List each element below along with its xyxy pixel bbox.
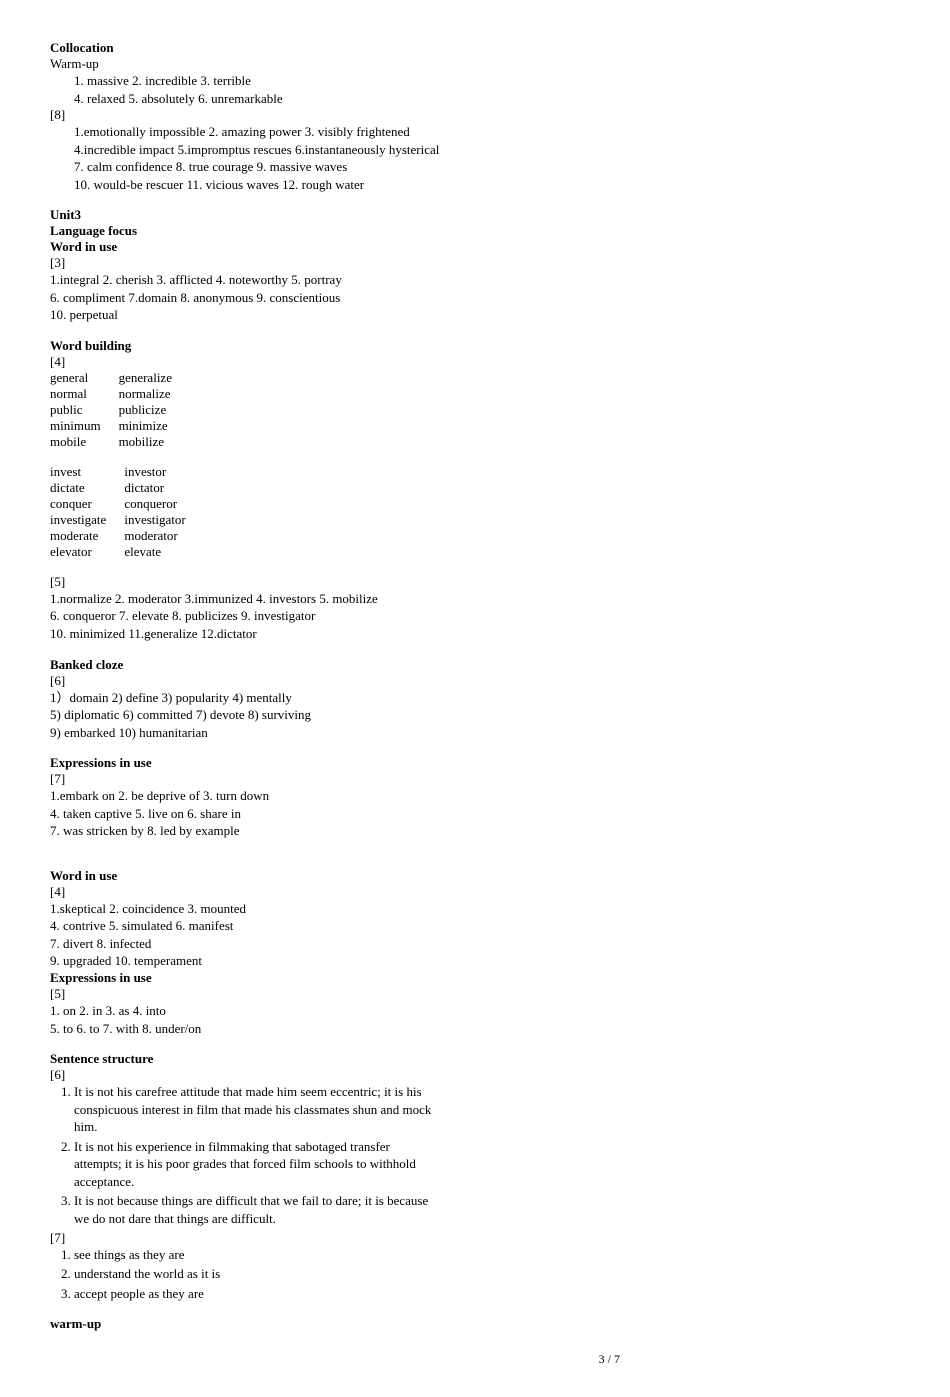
ex7-item-2: understand the world as it is <box>74 1265 900 1283</box>
word-pair-derived: investigator <box>124 512 185 528</box>
word-pair-derived: mobilize <box>119 434 172 450</box>
word-pair-row: elevatorelevate <box>50 544 186 560</box>
expressions-in-use-heading-2: Expressions in use <box>50 970 900 986</box>
exercise-6-label-2: [6] <box>50 1067 900 1083</box>
ex7-line-2: 4. taken captive 5. live on 6. share in <box>50 805 900 823</box>
exercise-6-label: [6] <box>50 673 900 689</box>
word-in-use-heading: Word in use <box>50 239 900 255</box>
word-pair-derived: conqueror <box>124 496 185 512</box>
exercise-8-label: [8] <box>50 107 900 123</box>
word-building-table-a: generalgeneralizenormalnormalizepublicpu… <box>50 370 172 450</box>
sentence-item-1: It is not his carefree attitude that mad… <box>74 1083 434 1136</box>
collocation-heading: Collocation <box>50 40 900 56</box>
ex3-line-3: 10. perpetual <box>50 306 900 324</box>
exercise-4-label: [4] <box>50 354 900 370</box>
word-in-use-heading-2: Word in use <box>50 868 900 884</box>
ex7-line-1: 1.embark on 2. be deprive of 3. turn dow… <box>50 787 900 805</box>
warm-up-label: Warm-up <box>50 56 900 72</box>
warm-up-heading-2: warm-up <box>50 1316 900 1332</box>
exercise-5-label-2: [5] <box>50 986 900 1002</box>
word-pair-derived: publicize <box>119 402 172 418</box>
ex7-item-3: accept people as they are <box>74 1285 900 1303</box>
word-pair-row: minimumminimize <box>50 418 172 434</box>
word-pair-base: elevator <box>50 544 124 560</box>
word-pair-row: dictatedictator <box>50 480 186 496</box>
unit3-heading: Unit3 <box>50 207 900 223</box>
word-pair-row: conquerconqueror <box>50 496 186 512</box>
word-pair-base: conquer <box>50 496 124 512</box>
ex7-item-1: see things as they are <box>74 1246 900 1264</box>
ex6-line-1: 1）domain 2) define 3) popularity 4) ment… <box>50 689 900 707</box>
word-pair-base: normal <box>50 386 119 402</box>
document-page: Collocation Warm-up 1. massive 2. incred… <box>0 0 950 1397</box>
word-pair-row: investigateinvestigator <box>50 512 186 528</box>
ex8-line-2: 4.incredible impact 5.impromptus rescues… <box>74 141 900 159</box>
exercise-3-label: [3] <box>50 255 900 271</box>
ex8-line-3: 7. calm confidence 8. true courage 9. ma… <box>74 158 900 176</box>
language-focus-heading: Language focus <box>50 223 900 239</box>
word-pair-derived: generalize <box>119 370 172 386</box>
expressions-in-use-heading: Expressions in use <box>50 755 900 771</box>
word-pair-base: dictate <box>50 480 124 496</box>
ex6-line-2: 5) diplomatic 6) committed 7) devote 8) … <box>50 706 900 724</box>
word-pair-row: investinvestor <box>50 464 186 480</box>
ex3-line-2: 6. compliment 7.domain 8. anonymous 9. c… <box>50 289 900 307</box>
word-pair-derived: minimize <box>119 418 172 434</box>
ex5-line-3: 10. minimized 11.generalize 12.dictator <box>50 625 900 643</box>
word-pair-base: general <box>50 370 119 386</box>
ex3-line-1: 1.integral 2. cherish 3. afflicted 4. no… <box>50 271 900 289</box>
b2-ex4-line-4: 9. upgraded 10. temperament <box>50 952 900 970</box>
word-pair-row: publicpublicize <box>50 402 172 418</box>
exercise-7-label-2: [7] <box>50 1230 900 1246</box>
word-pair-row: normalnormalize <box>50 386 172 402</box>
word-pair-derived: normalize <box>119 386 172 402</box>
b2-ex4-line-3: 7. divert 8. infected <box>50 935 900 953</box>
ex5-line-1: 1.normalize 2. moderator 3.immunized 4. … <box>50 590 900 608</box>
sentence-item-3: It is not because things are difficult t… <box>74 1192 434 1227</box>
exercise-5-label: [5] <box>50 574 900 590</box>
word-pair-derived: investor <box>124 464 185 480</box>
word-pair-base: mobile <box>50 434 119 450</box>
ex8-line-1: 1.emotionally impossible 2. amazing powe… <box>74 123 900 141</box>
word-pair-base: investigate <box>50 512 124 528</box>
exercise-4-label-2: [4] <box>50 884 900 900</box>
b2-ex4-line-2: 4. contrive 5. simulated 6. manifest <box>50 917 900 935</box>
page-number: 3 / 7 <box>50 1332 900 1367</box>
word-pair-row: mobilemobilize <box>50 434 172 450</box>
word-pair-derived: moderator <box>124 528 185 544</box>
ex6-line-3: 9) embarked 10) humanitarian <box>50 724 900 742</box>
ex8-line-4: 10. would-be rescuer 11. vicious waves 1… <box>74 176 900 194</box>
word-pair-base: public <box>50 402 119 418</box>
exercise-7-label: [7] <box>50 771 900 787</box>
ex7-line-3: 7. was stricken by 8. led by example <box>50 822 900 840</box>
word-pair-row: generalgeneralize <box>50 370 172 386</box>
word-building-table-b: investinvestordictatedictatorconquerconq… <box>50 464 186 560</box>
word-pair-base: moderate <box>50 528 124 544</box>
b2-ex4-line-1: 1.skeptical 2. coincidence 3. mounted <box>50 900 900 918</box>
word-pair-base: invest <box>50 464 124 480</box>
banked-cloze-heading: Banked cloze <box>50 657 900 673</box>
word-pair-derived: dictator <box>124 480 185 496</box>
word-pair-row: moderatemoderator <box>50 528 186 544</box>
b2-ex5-line-1: 1. on 2. in 3. as 4. into <box>50 1002 900 1020</box>
word-building-heading: Word building <box>50 338 900 354</box>
b2-ex5-line-2: 5. to 6. to 7. with 8. under/on <box>50 1020 900 1038</box>
warmup-line-2: 4. relaxed 5. absolutely 6. unremarkable <box>74 90 900 108</box>
ex5-line-2: 6. conqueror 7. elevate 8. publicizes 9.… <box>50 607 900 625</box>
word-pair-derived: elevate <box>124 544 185 560</box>
word-pair-base: minimum <box>50 418 119 434</box>
sentence-item-2: It is not his experience in filmmaking t… <box>74 1138 434 1191</box>
warmup-line-1: 1. massive 2. incredible 3. terrible <box>74 72 900 90</box>
sentence-structure-heading: Sentence structure <box>50 1051 900 1067</box>
